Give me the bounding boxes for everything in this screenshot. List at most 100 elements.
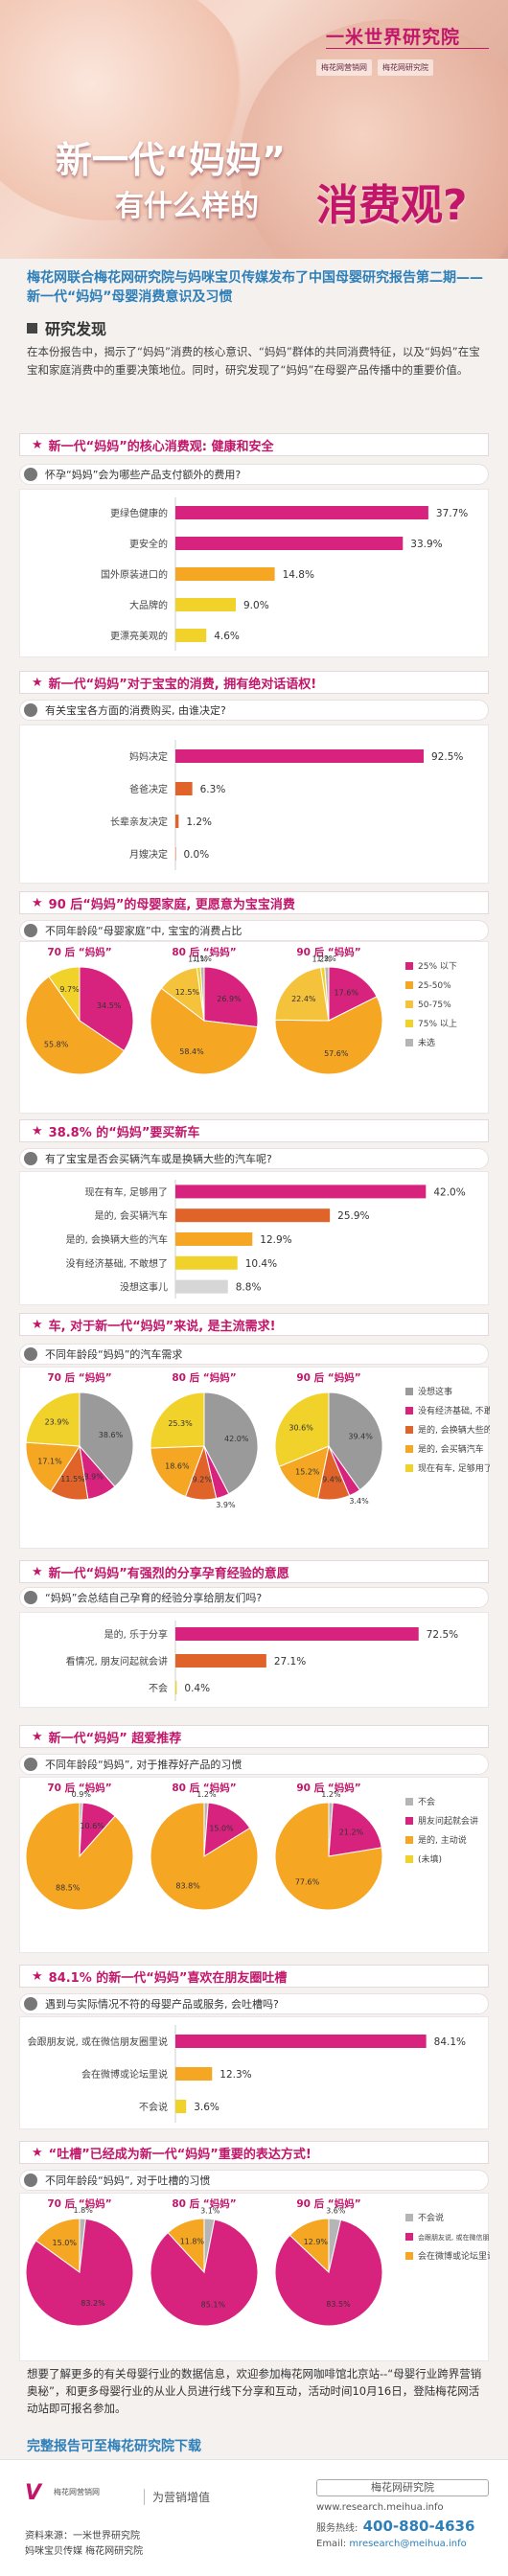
legend-swatch [405,1855,413,1863]
bar-value-label: 12.3% [219,2069,251,2081]
bar-value-label: 37.7% [436,508,468,519]
star-icon: ★ [32,1968,43,1984]
pie-slice [48,966,81,1023]
footer-bar: V 梅花网营销网 为营销增值 资料来源：一米世界研究院 妈咪宝贝传媒 梅花网研究… [0,2459,508,2576]
bar [175,506,428,519]
chart-1: 更绿色健康的 37.7% 更安全的 33.9% 国外原装进口的 14.8% 大品牌的 9.0%… [101,497,468,651]
pie-slice [167,2218,205,2274]
legend-label: 25-50% [418,981,451,991]
heading-square-icon [27,322,37,334]
pie-slice [150,1445,205,1498]
question-text: 不同年龄段“母婴家庭”中, 宝宝的消费占比 [45,925,242,937]
legend-label: 是的, 会买辆汽车 [418,1443,484,1455]
bullet-icon [24,924,37,937]
pie-slice [199,966,205,1022]
section-title-6: ★ 新一代“妈妈”有强烈的分享孕育经验的意愿 [19,1560,489,1583]
pie-title: 70 后 “妈妈” [47,2197,111,2210]
chart-card-2: 妈妈决定 92.5% 爸爸决定 6.3% 长辈亲友决定 1.2% 月嫂决定 0.0% [19,724,489,884]
pie-slice-label: 83.8% [175,1881,200,1890]
pie-slice [274,967,330,1022]
bar-value-label: 4.6% [214,631,240,642]
bullet-icon [24,1152,37,1165]
bar-category-label: 更绿色健康的 [110,507,168,519]
pie-slice-label: 12.5% [175,988,200,997]
bar-category-label: 是的, 会买辆汽车 [95,1209,168,1222]
section-title-2: ★ 新一代“妈妈”对于宝宝的消费, 拥有绝对话语权! [19,671,489,694]
footer-text: 想要了解更多的有关母婴行业的数据信息，欢迎参加梅花网咖啡馆北京站--“母婴行业跨… [27,2367,482,2415]
legend-swatch [405,1407,413,1414]
pie-slice [289,2218,330,2274]
pie-slice [328,966,378,1022]
legend-label: 朋友问起就会讲 [418,1815,478,1827]
footer-logo: V [25,2481,42,2505]
pie-slice-label: 0.9% [72,1790,92,1799]
pie-slice [203,966,259,1028]
legend-swatch [405,1388,413,1395]
footer-email: Email: mresearch@meihua.info [316,2539,467,2549]
pie-slice-label: 10.6% [80,1822,104,1830]
legend-label: 未选 [418,1037,435,1048]
pie-slice [324,966,330,1022]
bar [175,629,207,642]
bar [175,815,179,828]
legend-swatch [405,2233,413,2241]
bar [175,1279,228,1294]
pie-slice [150,987,259,1075]
star-icon: ★ [32,437,43,452]
pie-slice-label: 1.1% [193,954,213,963]
section-title-text: “吐槽”已经成为新一代“妈妈”重要的表达方式! [48,2147,312,2162]
bullet-icon [24,1591,37,1604]
research-heading: 研究发现 [27,316,487,339]
bar-category-label: 是的, 乐于分享 [104,1628,168,1641]
bar-value-label: 27.1% [274,1656,306,1668]
question-text: 不同年龄段“妈妈”, 对于吐槽的习惯 [45,2174,211,2187]
pie-slice-label: 3.6% [326,2206,346,2215]
bar-value-label: 10.4% [245,1258,277,1270]
logo-left: 梅花网营销网 [316,59,372,76]
chart-9: 70 后 “妈妈”1.8% 83.2% 15.0% 80 后 “妈妈”3.1% 85.1… [25,2197,508,2327]
pie-title: 80 后 “妈妈” [172,1371,236,1384]
pie-slice-label: 26.9% [217,995,242,1003]
legend-label: 现在有车, 足够用了 [418,1462,490,1474]
hero-title-line1: 新一代“妈妈” [56,139,286,181]
bar-category-label: 看情况, 朋友问起就会讲 [66,1655,168,1668]
pie-slice-label: 88.5% [56,1883,81,1892]
pie-slice [203,1802,251,1857]
legend-swatch [405,2214,413,2221]
pie-slice [274,1392,330,1468]
chart-card-8: 会跟朋友说, 或在微信朋友圈里说 84.1% 会在微博或论坛里说 12.3% 不会说 3.… [19,2016,489,2129]
section-title-text: 新一代“妈妈”的核心消费观: 健康和安全 [48,439,274,454]
section-title-text: 新一代“妈妈” 超爱推荐 [48,1731,182,1746]
question-text: 有了宝宝是否会买辆汽车或是换辆大些的汽车呢? [45,1153,272,1165]
section-title-4: ★ 38.8% 的“妈妈”要买新车 [19,1119,489,1142]
pie-slice-label: 23.9% [45,1418,70,1427]
pie-slice-label: 30.6% [289,1424,313,1433]
bar-value-label: 1.2% [186,816,212,828]
email-address[interactable]: mresearch@meihua.info [349,2539,467,2549]
bar-value-label: 0.0% [184,849,210,861]
bar-value-label: 84.1% [434,2036,466,2048]
download-link[interactable]: 完整报告可至梅花研究院下载 [27,2439,201,2454]
question-1: 怀孕“妈妈”会为哪些产品支付额外的费用? [19,464,489,485]
pie-title: 80 后 “妈妈” [172,946,236,958]
legend-swatch [405,1426,413,1434]
footer-research-box: 梅花网研究院 [316,2479,489,2496]
pie-slice-label: 1.2% [196,1790,217,1799]
footer-source-2: 妈咪宝贝传媒 梅花网研究院 [25,2546,144,2557]
pie-slice-label: 58.4% [179,1047,204,1056]
legend-swatch [405,1000,413,1008]
legend-label: 25% 以下 [418,962,457,972]
section-title-text: 车, 对于新一代“妈妈”来说, 是主流需求! [48,1319,276,1334]
question-5: 不同年龄段“妈妈”的汽车需求 [19,1344,489,1365]
bar-category-label: 会在微博或论坛里说 [81,2068,168,2081]
chart-2: 妈妈决定 92.5% 爸爸决定 6.3% 长辈亲友决定 1.2% 月嫂决定 0.0% [110,740,463,870]
bar-value-label: 12.9% [260,1234,291,1246]
legend-swatch [405,981,413,989]
question-9: 不同年龄段“妈妈”, 对于吐槽的习惯 [19,2170,489,2191]
bar-category-label: 没想这事儿 [120,1281,168,1294]
bar-value-label: 3.6% [194,2102,219,2113]
footer-website[interactable]: www.research.meihua.info [316,2502,444,2513]
chart-card-5: 70 后 “妈妈” 38.6% 8.9% 11.5% 17.1% 23.9% 80 后 “妈… [19,1367,508,1549]
legend-swatch [405,962,413,970]
star-icon: ★ [32,1564,43,1579]
